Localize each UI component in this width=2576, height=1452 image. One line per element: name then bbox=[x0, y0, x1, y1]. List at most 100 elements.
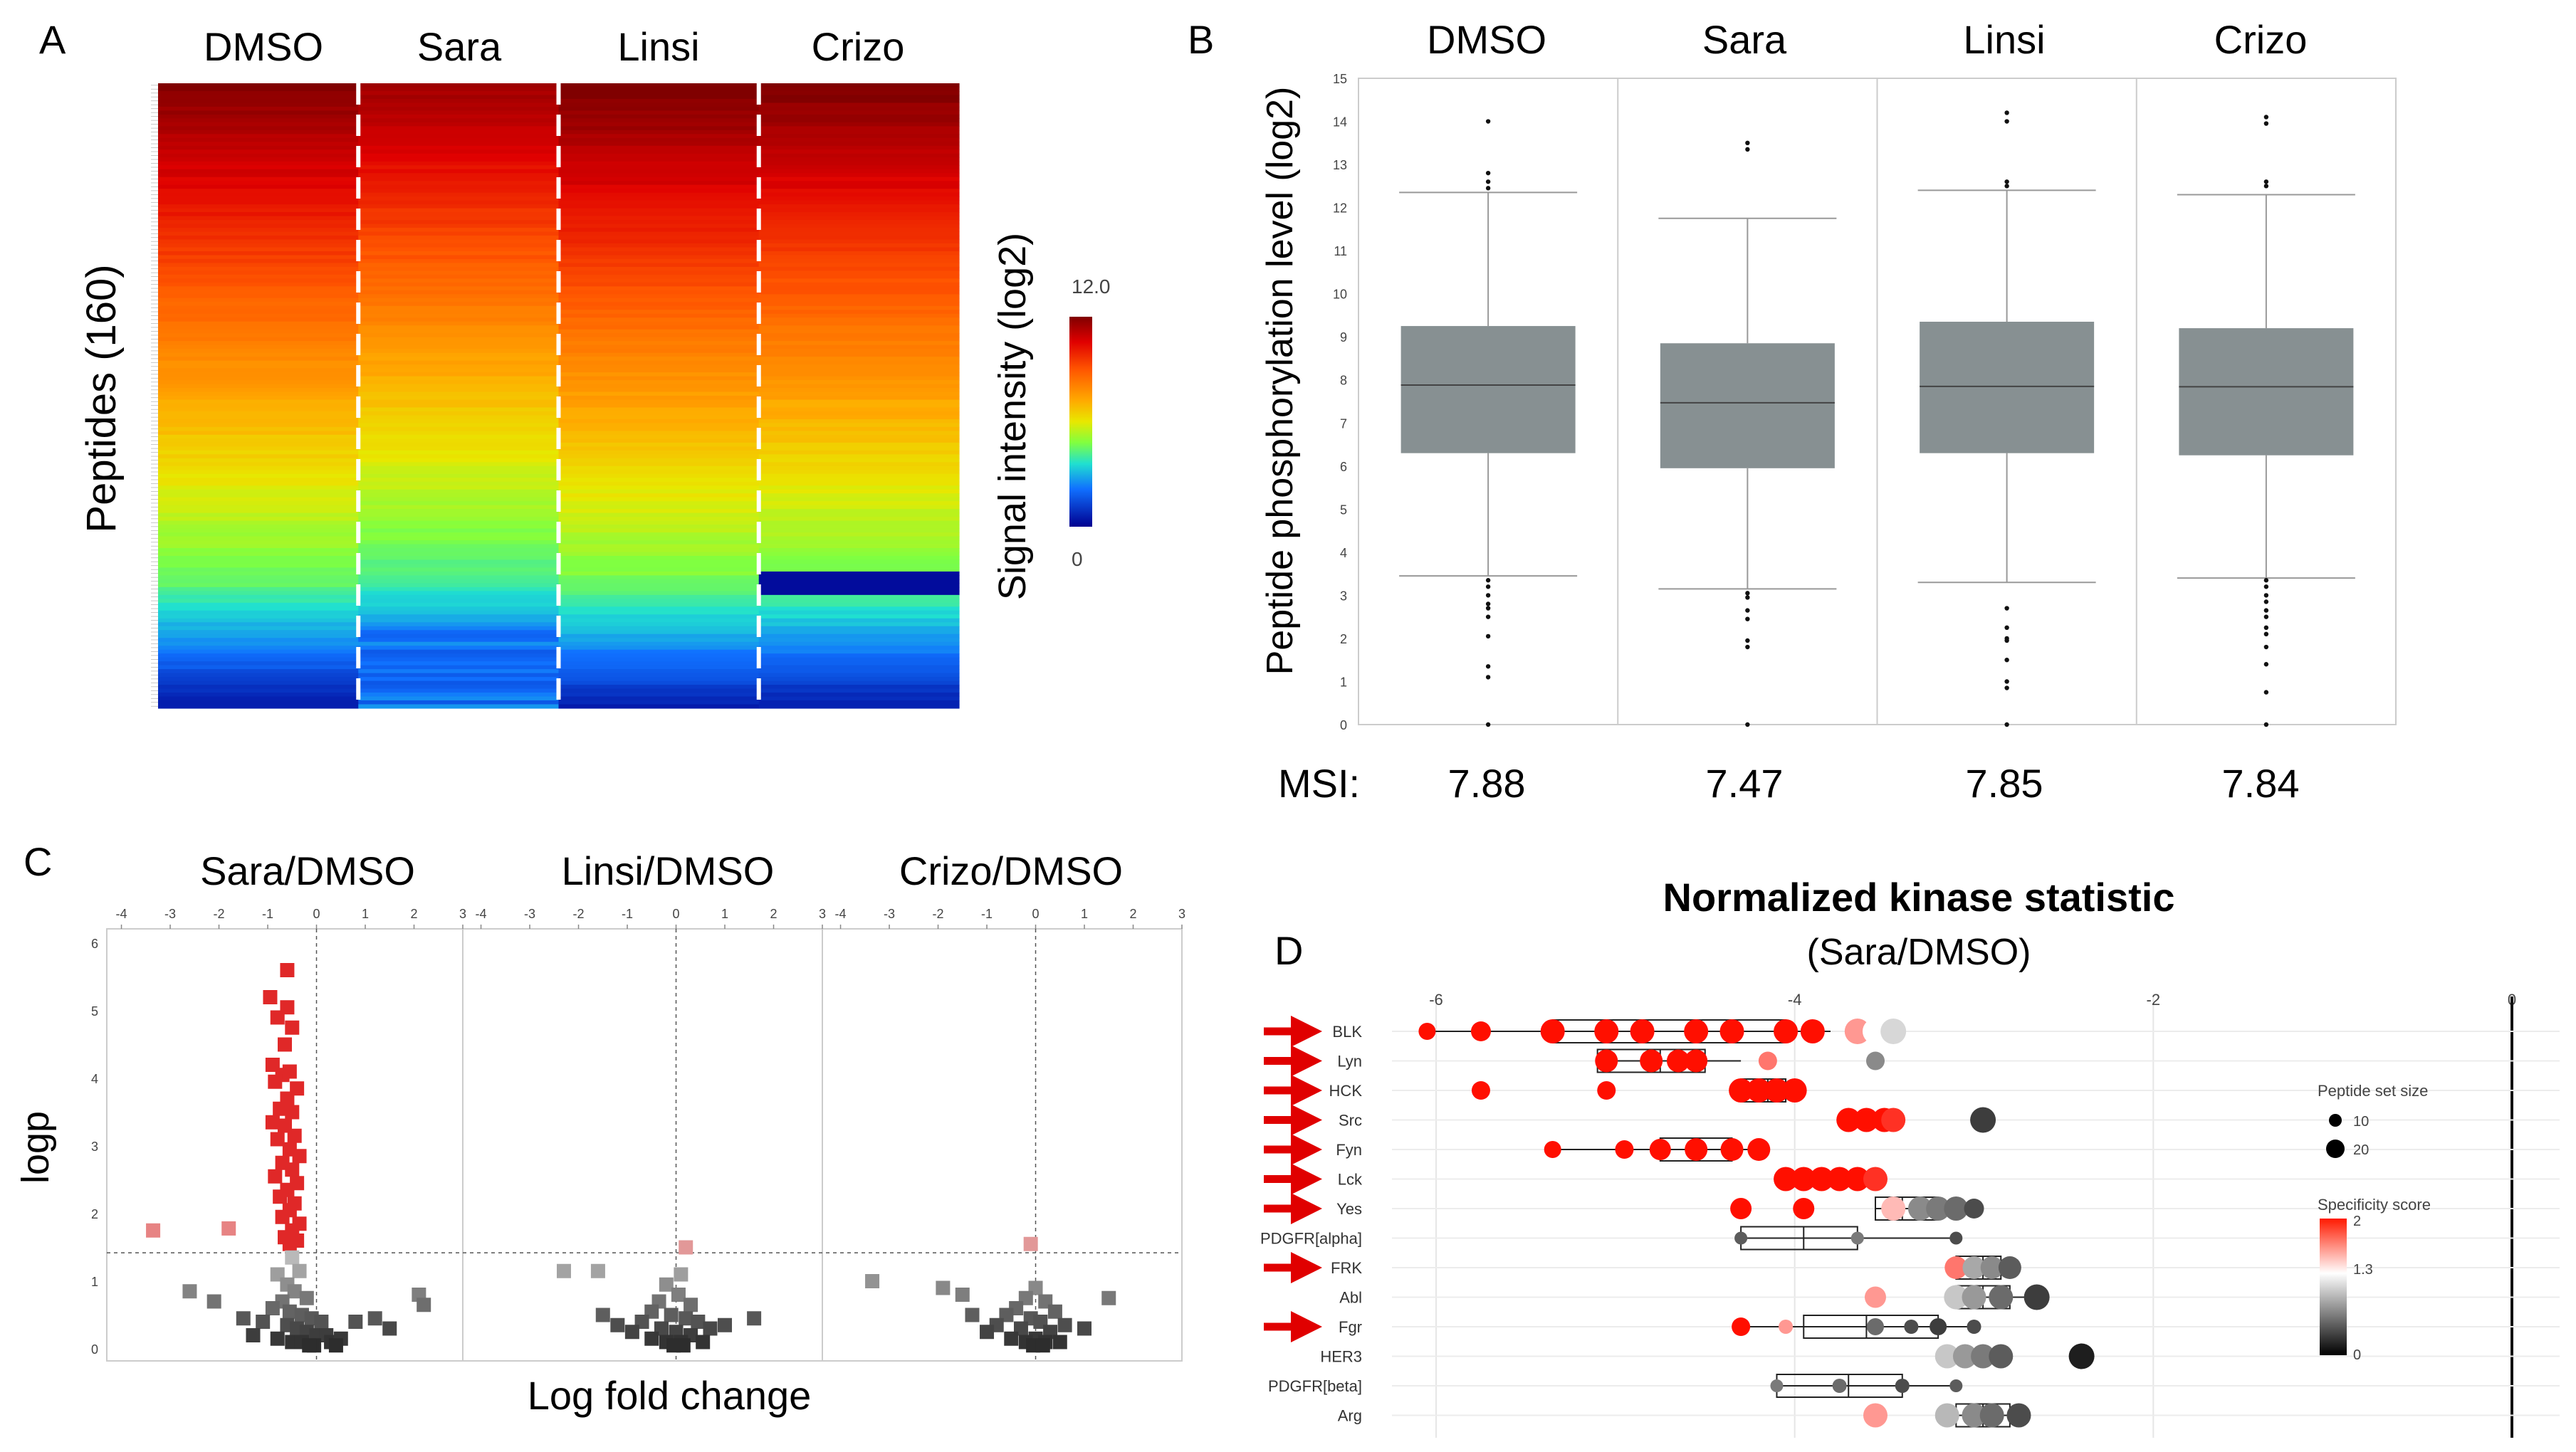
volcano-point bbox=[285, 1020, 300, 1035]
volcano-xtick: -2 bbox=[933, 907, 944, 921]
heatmap-cell bbox=[358, 357, 560, 362]
heatmap-cell bbox=[758, 693, 960, 698]
heatmap-cell bbox=[358, 586, 560, 591]
heatmap-cell bbox=[558, 610, 760, 615]
heatmap-ylabel: Peptides (160) bbox=[78, 264, 125, 532]
heatmap-cell bbox=[758, 586, 960, 591]
volcano-point bbox=[278, 1037, 292, 1052]
heatmap-cell bbox=[358, 294, 560, 299]
heatmap-cell bbox=[158, 90, 359, 96]
heatmap-cell bbox=[158, 548, 359, 553]
boxplot-outlier bbox=[1745, 140, 1750, 145]
kinase-label: Src bbox=[1339, 1112, 1362, 1130]
heatmap-cell bbox=[158, 446, 359, 451]
kinase-dot bbox=[1844, 1019, 1870, 1044]
volcano-point bbox=[747, 1311, 762, 1326]
kinase-dot bbox=[1770, 1379, 1784, 1392]
heatmap-cell bbox=[758, 157, 960, 162]
heatmap-cell bbox=[558, 149, 760, 154]
kinase-dot bbox=[1926, 1196, 1951, 1221]
volcano-point bbox=[590, 1263, 605, 1278]
kinase-dot bbox=[1864, 1286, 1886, 1308]
heatmap-cell bbox=[158, 184, 359, 189]
heatmap-cell bbox=[758, 239, 960, 244]
heatmap-cell bbox=[758, 126, 960, 131]
boxplot-label-sara: Sara bbox=[1702, 17, 1787, 62]
boxplot-outlier bbox=[1485, 179, 1491, 184]
heatmap-cell bbox=[358, 591, 560, 596]
heatmap-cell bbox=[158, 173, 359, 178]
heatmap-cell bbox=[758, 411, 960, 416]
heatmap-cell bbox=[158, 352, 359, 357]
heatmap-cell bbox=[758, 594, 960, 599]
heatmap-cell bbox=[758, 614, 960, 619]
heatmap-cell bbox=[758, 426, 960, 431]
heatmap-cell bbox=[558, 313, 760, 318]
heatmap-cell bbox=[158, 685, 359, 690]
heatmap-cell bbox=[558, 192, 760, 197]
heatmap-cell bbox=[158, 313, 359, 318]
heatmap-cell bbox=[758, 258, 960, 264]
heatmap-cell bbox=[558, 567, 760, 572]
heatmap-cell bbox=[558, 376, 760, 381]
boxplot-outlier bbox=[2004, 638, 2009, 643]
heatmap-cell bbox=[358, 118, 560, 123]
heatmap-cell bbox=[358, 247, 560, 252]
heatmap-cell bbox=[758, 189, 960, 194]
heatmap-cell bbox=[758, 501, 960, 506]
kinase-label: Yes bbox=[1336, 1200, 1362, 1218]
heatmap-cell bbox=[358, 223, 560, 228]
heatmap-cell bbox=[558, 431, 760, 436]
panel-d-letter: D bbox=[1274, 928, 1303, 973]
boxplot-outlier bbox=[1485, 186, 1491, 191]
heatmap-cell bbox=[158, 661, 359, 666]
heatmap-cell bbox=[758, 142, 960, 147]
boxplot-ytick: 12 bbox=[1333, 201, 1347, 216]
heatmap-cell bbox=[758, 544, 960, 549]
boxplot-outlier bbox=[2263, 115, 2269, 120]
heatmap-cell bbox=[758, 391, 960, 396]
volcano-point bbox=[302, 1338, 317, 1353]
volcano-point bbox=[671, 1288, 686, 1302]
heatmap-cell bbox=[758, 622, 960, 627]
volcano-point bbox=[273, 1189, 288, 1204]
heatmap-cell bbox=[358, 384, 560, 389]
heatmap-cell bbox=[558, 251, 760, 256]
kinase-label: HER3 bbox=[1320, 1348, 1362, 1366]
heatmap-cell bbox=[758, 434, 960, 439]
heatmap-cell bbox=[758, 478, 960, 483]
heatmap-cell bbox=[558, 90, 760, 96]
heatmap-cell bbox=[558, 540, 760, 545]
boxplot-outlier bbox=[1745, 608, 1750, 613]
heatmap-cell bbox=[158, 204, 359, 209]
legend-color-tick-0: 0 bbox=[2353, 1347, 2361, 1363]
legend-size-title: Peptide set size bbox=[2318, 1082, 2428, 1100]
heatmap-cell bbox=[758, 294, 960, 299]
heatmap-cell bbox=[158, 544, 359, 549]
heatmap-cell bbox=[358, 286, 560, 291]
heatmap-cell bbox=[558, 489, 760, 494]
heatmap-cell bbox=[558, 403, 760, 409]
heatmap-cell bbox=[158, 622, 359, 627]
volcano-point bbox=[270, 1331, 285, 1346]
heatmap-cell bbox=[758, 149, 960, 154]
heatmap-cell bbox=[758, 364, 960, 369]
heatmap-cell bbox=[558, 473, 760, 478]
heatmap-cell bbox=[158, 274, 359, 279]
heatmap-cell bbox=[558, 223, 760, 228]
boxplot-outlier bbox=[1485, 593, 1491, 598]
heatmap-cell bbox=[358, 368, 560, 373]
heatmap-cell bbox=[358, 579, 560, 584]
heatmap-cell bbox=[158, 688, 359, 693]
heatmap-cell bbox=[158, 473, 359, 478]
heatmap-cell bbox=[558, 438, 760, 443]
heatmap-cell bbox=[158, 130, 359, 135]
heatmap-cell bbox=[358, 657, 560, 662]
heatmap-cell bbox=[558, 505, 760, 510]
volcano-point bbox=[328, 1338, 343, 1353]
msi-value-sara: 7.47 bbox=[1706, 761, 1784, 806]
heatmap-cell bbox=[758, 236, 960, 241]
volcano-xtick: 0 bbox=[1032, 907, 1040, 921]
boxplot-box bbox=[1660, 343, 1835, 468]
heatmap-cell bbox=[558, 575, 760, 580]
